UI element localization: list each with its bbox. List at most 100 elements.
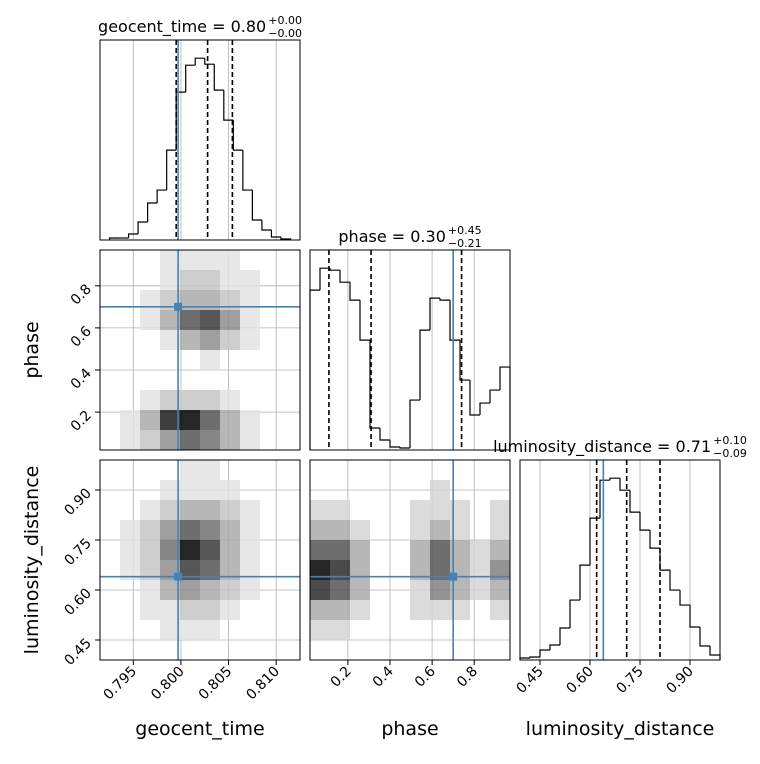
density-cell bbox=[200, 250, 220, 270]
density-cell bbox=[140, 430, 160, 450]
density-cell bbox=[160, 580, 180, 600]
density-cell bbox=[220, 560, 240, 580]
density-cell bbox=[240, 330, 260, 350]
hist-step bbox=[479, 402, 490, 416]
density-cell bbox=[140, 290, 160, 310]
density-cell bbox=[280, 500, 300, 520]
hist-step bbox=[429, 297, 440, 331]
density-cell bbox=[260, 410, 280, 430]
density-cell bbox=[100, 620, 120, 640]
density-cell bbox=[160, 310, 180, 330]
y-tick-label: 0.45 bbox=[61, 636, 94, 669]
hist-step bbox=[459, 340, 470, 381]
density-cell bbox=[240, 560, 260, 580]
y-axis-label: luminosity_distance bbox=[21, 466, 43, 655]
x-tick-label: 0.90 bbox=[663, 664, 696, 697]
density-cell bbox=[260, 270, 280, 290]
density-cell bbox=[490, 540, 510, 560]
density-cell bbox=[280, 600, 300, 620]
density-cell bbox=[330, 640, 350, 660]
density-cell bbox=[260, 430, 280, 450]
density-cell bbox=[240, 480, 260, 500]
density-cell bbox=[120, 600, 140, 620]
density-cell bbox=[140, 560, 160, 580]
hist-step bbox=[232, 120, 243, 151]
density-cell bbox=[330, 540, 350, 560]
y-tick-label: 0.75 bbox=[61, 536, 94, 569]
density-cell bbox=[260, 330, 280, 350]
density-cell bbox=[200, 540, 220, 560]
density-cell bbox=[350, 600, 370, 620]
density-cell bbox=[180, 600, 200, 620]
density-cell bbox=[180, 350, 200, 370]
density-cell bbox=[240, 620, 260, 640]
density-cell bbox=[310, 640, 330, 660]
density-cell bbox=[120, 370, 140, 390]
density-cell bbox=[120, 330, 140, 350]
density-cell bbox=[200, 330, 220, 350]
density-cell bbox=[240, 500, 260, 520]
density-cell bbox=[100, 600, 120, 620]
density-cell bbox=[430, 460, 450, 480]
x-tick-label: 0.60 bbox=[563, 664, 596, 697]
density-cell bbox=[200, 410, 220, 430]
density-cell bbox=[180, 500, 200, 520]
density-cell bbox=[410, 600, 430, 620]
density-cell bbox=[180, 310, 200, 330]
hist-step bbox=[689, 605, 700, 628]
density-cell bbox=[430, 560, 450, 580]
density-cell bbox=[220, 430, 240, 450]
density-cell bbox=[160, 390, 180, 410]
x-tick-label: 0.800 bbox=[148, 664, 188, 704]
hist-step bbox=[629, 490, 640, 513]
density-cell bbox=[200, 430, 220, 450]
density-cell bbox=[220, 460, 240, 480]
density-cell bbox=[200, 270, 220, 290]
hist-step bbox=[619, 478, 630, 491]
hist-step bbox=[709, 646, 721, 660]
density-cell bbox=[260, 500, 280, 520]
density-cell bbox=[140, 520, 160, 540]
hist-step bbox=[649, 530, 660, 549]
density-cell bbox=[390, 600, 410, 620]
x-tick-label: 0.45 bbox=[513, 664, 546, 697]
y-tick-label: 0.4 bbox=[68, 365, 95, 392]
density-cell bbox=[100, 540, 120, 560]
hist-step bbox=[469, 380, 480, 416]
density-cell bbox=[390, 520, 410, 540]
y-tick-label: 0.90 bbox=[61, 486, 94, 519]
density-cell bbox=[370, 580, 390, 600]
density-cell bbox=[370, 480, 390, 500]
density-cell bbox=[160, 480, 180, 500]
density-cell bbox=[430, 500, 450, 520]
hist-step bbox=[409, 399, 420, 449]
hist-step bbox=[166, 149, 177, 191]
x-tick-label: 0.4 bbox=[370, 663, 397, 690]
density-cell bbox=[410, 480, 430, 500]
hist-step bbox=[359, 300, 370, 341]
density-cell bbox=[490, 460, 510, 480]
density-cell bbox=[280, 310, 300, 330]
density-cell bbox=[370, 460, 390, 480]
density-cell bbox=[260, 520, 280, 540]
density-cell bbox=[430, 600, 450, 620]
hist-step bbox=[419, 329, 430, 401]
density-cell bbox=[120, 520, 140, 540]
density-cell bbox=[350, 580, 370, 600]
density-cell bbox=[430, 640, 450, 660]
density-cell bbox=[490, 520, 510, 540]
density-cell bbox=[390, 540, 410, 560]
truth-marker bbox=[174, 572, 183, 581]
hist-step bbox=[379, 428, 390, 441]
density-cell bbox=[310, 480, 330, 500]
hist-step bbox=[270, 230, 281, 238]
density-cell bbox=[470, 460, 490, 480]
density-cell bbox=[200, 460, 220, 480]
density-cell bbox=[120, 250, 140, 270]
density-cell bbox=[120, 350, 140, 370]
density-cell bbox=[240, 250, 260, 270]
density-cell bbox=[100, 390, 120, 410]
y-tick-label: 0.60 bbox=[61, 586, 94, 619]
density-cell bbox=[490, 600, 510, 620]
density-cell bbox=[280, 390, 300, 410]
